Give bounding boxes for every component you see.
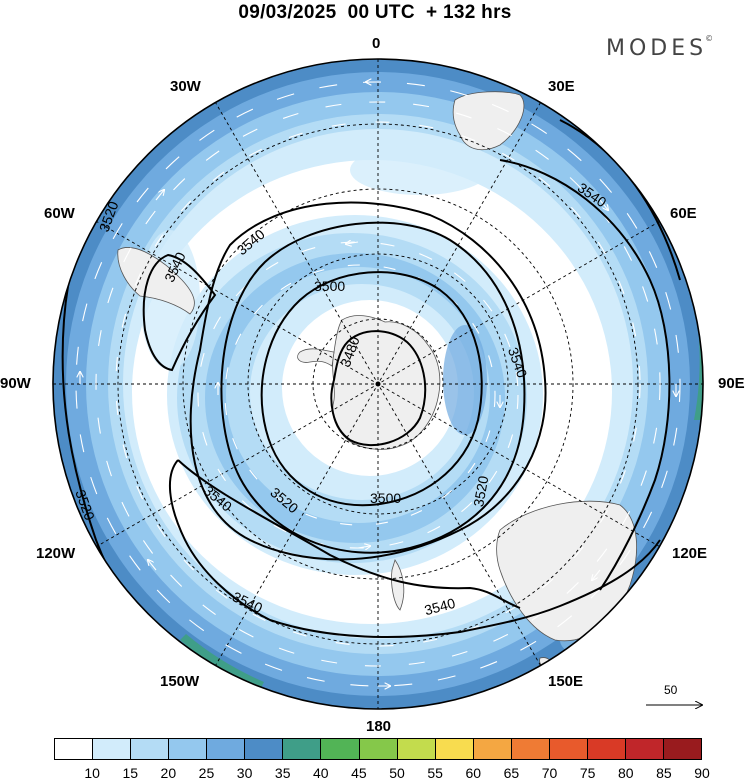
colorbar-tick-label: 85 [656,765,672,781]
colorbar-tick-label: 20 [160,765,177,781]
lon-label-30e: 30E [548,78,575,95]
contour-labels: 3480 3500 3500 3520 3520 3520 3520 3540 … [72,179,609,618]
colorbar-tick-label: 90 [694,765,710,781]
lon-label-90w: 90W [0,375,31,392]
forecast-title: 09/03/2025 00 UTC + 132 hrs [238,2,512,23]
copyright-mark: © [705,34,714,43]
contour-3540-sw [168,459,661,638]
colorbar-tick-label: 30 [236,765,253,781]
colorbar-swatch [549,739,588,759]
lon-label-90e: 90E [718,375,745,392]
colorbar-tick-label: 35 [274,765,291,781]
lon-label-120e: 120E [672,545,708,562]
colorbar-tick-label: 75 [579,765,596,781]
colorbar-tick-label: 70 [541,765,558,781]
colorbar-swatch [169,739,208,759]
colorbar-tick-label: 50 [389,765,405,781]
colorbar-swatch [664,739,702,759]
wind-speed-colorbar [54,738,702,760]
colorbar-swatch [93,739,132,759]
lon-label-150e: 150E [548,673,584,690]
colorbar-tick-label: 80 [617,765,634,781]
arrow-right-icon [646,683,710,713]
wind-vectors [75,82,681,686]
africa [452,91,525,151]
map-border [52,58,704,710]
colorbar-swatch [245,739,284,759]
colorbar-swatch [625,739,664,759]
contour-label: 3500 [370,490,401,506]
colorbar-swatch [283,739,322,759]
colorbar-tick-label: 60 [465,765,482,781]
south-america [117,247,195,315]
contour-label: 3520 [470,474,491,508]
colorbar-tick-label: 10 [84,765,100,781]
colorbar-swatch [131,739,170,759]
contour-label: 3540 [423,595,457,619]
colorbar-tick-label: 45 [351,765,367,781]
contour-3500 [260,271,483,507]
lon-label-60w: 60W [44,205,75,222]
contour-3540-nw [142,253,217,372]
colorbar-labels: 10 15 20 25 30 35 40 45 50 55 60 65 70 75 80 85 90 [54,765,709,782]
colorbar-swatch [207,739,246,759]
colorbar-tick-label: 40 [313,765,329,781]
contour-3520 [220,221,526,554]
colorbar-swatch [473,739,512,759]
colorbar-swatch [511,739,550,759]
colorbar-tick-label: 65 [503,765,520,781]
colorbar-tick-label: 55 [427,765,443,781]
modes-logo: MODES© [606,34,713,61]
colorbar-swatch [321,739,360,759]
contour-label: 3500 [314,278,345,294]
colorbar-swatch [397,739,436,759]
lon-label-120w: 120W [36,545,76,562]
contour-3480 [330,330,427,447]
logo-text: MODES [606,36,708,61]
colorbar-tick-label: 15 [122,765,139,781]
lon-label-150w: 150W [160,673,200,690]
lon-label-60e: 60E [670,205,697,222]
colorbar-swatch [435,739,474,759]
colorbar-tick-label: 25 [198,765,215,781]
vector-reference-label: 50 [664,683,678,697]
colorbar-swatch [587,739,626,759]
lon-label-0: 0 [372,35,381,52]
colorbar-swatch [359,739,398,759]
contour-3540-inner [189,201,547,561]
contour-3540-outer [499,159,671,591]
lon-label-30w: 30W [170,78,201,95]
pole-marker [375,381,381,387]
colorbar-swatch [55,739,94,759]
lon-label-180: 180 [366,718,392,735]
